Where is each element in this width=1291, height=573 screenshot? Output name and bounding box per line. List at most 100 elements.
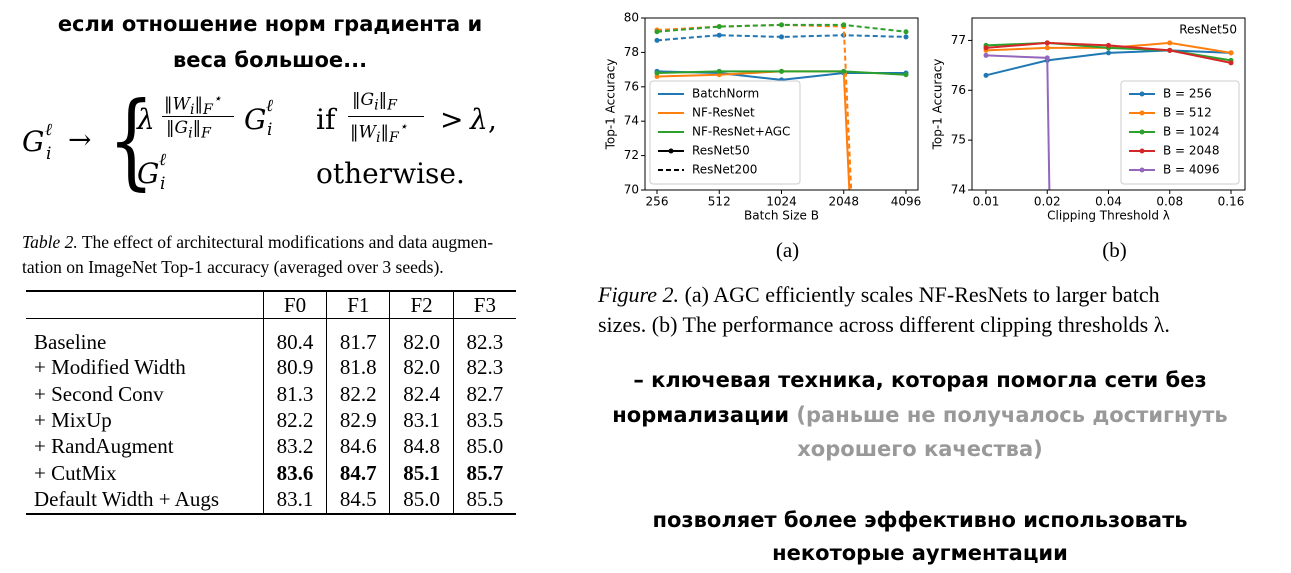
y-tick-label: 70 [624, 183, 639, 197]
formula-if: if [316, 103, 336, 136]
cell: 81.3 [262, 381, 327, 408]
cell: 82.2 [326, 381, 390, 408]
t: ‖W [350, 122, 376, 143]
y-tick-label: 80 [624, 11, 639, 25]
x-axis-label: Batch Size B [744, 209, 819, 223]
marker [983, 45, 989, 51]
plot [983, 40, 1234, 190]
marker [654, 29, 660, 35]
marker [841, 22, 847, 28]
cell: 83.1 [389, 407, 454, 434]
cell: 85.5 [452, 486, 516, 514]
plot [654, 22, 909, 190]
legend-label: B = 2048 [1163, 144, 1219, 158]
marker [716, 32, 722, 38]
formula-lambda: λ [137, 103, 155, 136]
cell: 82.4 [389, 381, 454, 408]
cell: 80.4 [262, 318, 327, 355]
cell: 82.7 [452, 381, 516, 408]
cell: Baseline [34, 329, 107, 354]
formula-var: G [137, 157, 160, 190]
plot-frame [644, 17, 919, 191]
formula-sub: i [160, 174, 166, 194]
marker [716, 24, 722, 30]
marker [1106, 42, 1111, 48]
marker [983, 72, 989, 78]
marker [983, 52, 989, 58]
table: F0 F1 F2 F3 Baseline 80.4 81.7 82.0 82.3 + Modifi… [26, 290, 516, 515]
legend-label: B = 512 [1163, 106, 1212, 120]
legend-label: B = 256 [1163, 87, 1212, 101]
marker [1228, 60, 1234, 66]
x-tick-label: 0.02 [1034, 195, 1061, 209]
caption-text: (a) AGC efficiently scales NF-ResNets to… [684, 282, 1160, 307]
y-tick-label: 77 [951, 33, 966, 47]
legend-marker [1139, 110, 1145, 116]
x-tick-label: 0.16 [1218, 195, 1245, 209]
header-row: F0 F1 F2 F3 [26, 291, 516, 319]
note: нормализации (раньше не получалось дости… [560, 403, 1280, 427]
y-tick-label: 76 [951, 83, 966, 97]
t: i [189, 102, 195, 119]
cell: + MixUp [34, 408, 112, 433]
x-tick-label: 2048 [828, 195, 859, 209]
t: ⋆ [398, 119, 408, 135]
legend-marker [1139, 129, 1145, 135]
y-axis-label: Top-1 Accuracy [604, 59, 618, 151]
row: + MixUp 82.2 82.9 83.1 83.5 [26, 407, 516, 434]
plot-frame [971, 17, 1246, 191]
sub-label: (b) [1102, 238, 1127, 262]
fraction-line [348, 116, 424, 117]
heading: веса большое... [172, 48, 368, 72]
formula-var: G [244, 103, 267, 136]
fraction-line [162, 116, 234, 117]
t: F [201, 125, 211, 142]
formula-comma: , [488, 103, 497, 136]
note-text: нормализации [612, 403, 790, 427]
formula-den: ‖Wi‖F⋆ [350, 120, 408, 145]
x-tick-label: 1024 [766, 195, 797, 209]
marker [1044, 55, 1050, 61]
cell: 85.0 [452, 433, 516, 460]
cell: 83.1 [262, 486, 327, 514]
y-tick-label: 76 [624, 79, 639, 93]
t: F [387, 97, 397, 114]
cell: 83.6 [262, 459, 327, 487]
marker [1044, 40, 1050, 46]
cell: 81.7 [326, 318, 390, 355]
row: + Second Conv 81.3 82.2 82.4 82.7 [26, 381, 516, 408]
cell: 84.5 [326, 486, 390, 514]
caption-text: The effect of architectural modification… [81, 232, 494, 252]
note-gray: (раньше не получалось достигнуть [789, 403, 1228, 427]
legend-marker [1139, 91, 1145, 97]
t: ‖G [352, 90, 375, 110]
t: ‖W [164, 94, 190, 115]
row: + CutMix 83.6 84.7 85.1 85.7 [26, 459, 516, 487]
caption-label: Table 2. [22, 232, 78, 252]
cell: 85.1 [389, 459, 454, 487]
t: ‖ [380, 122, 390, 143]
y-tick-label: 78 [624, 45, 639, 59]
charts: 70 72 74 76 78 80 256 512 1024 2048 4096 Batch Size… [604, 11, 1246, 262]
sub-label: (a) [776, 238, 799, 262]
cell: 82.3 [452, 318, 516, 355]
y-tick-label: 74 [624, 114, 639, 128]
cell: + Second Conv [34, 381, 164, 406]
formula-sup: ℓ [45, 120, 53, 140]
t: ‖ [194, 94, 204, 115]
caption-text: sizes. (b) The performance across differ… [598, 312, 1170, 337]
marker [1106, 50, 1111, 56]
legend-label: B = 1024 [1163, 125, 1219, 139]
marker [841, 68, 847, 74]
formula-num: ‖Wi‖F⋆ [164, 92, 222, 117]
header-cell: F2 [389, 291, 454, 319]
t: ⋆ [212, 91, 222, 107]
marker [903, 72, 909, 78]
cell: 82.2 [262, 407, 327, 434]
marker [779, 68, 784, 74]
legend-label: NF-ResNet+AGC [692, 125, 790, 139]
cell: 82.0 [389, 354, 454, 382]
x-tick-label: 0.01 [973, 195, 1000, 209]
y-tick-label: 72 [624, 148, 639, 162]
cell: 82.9 [326, 407, 390, 434]
